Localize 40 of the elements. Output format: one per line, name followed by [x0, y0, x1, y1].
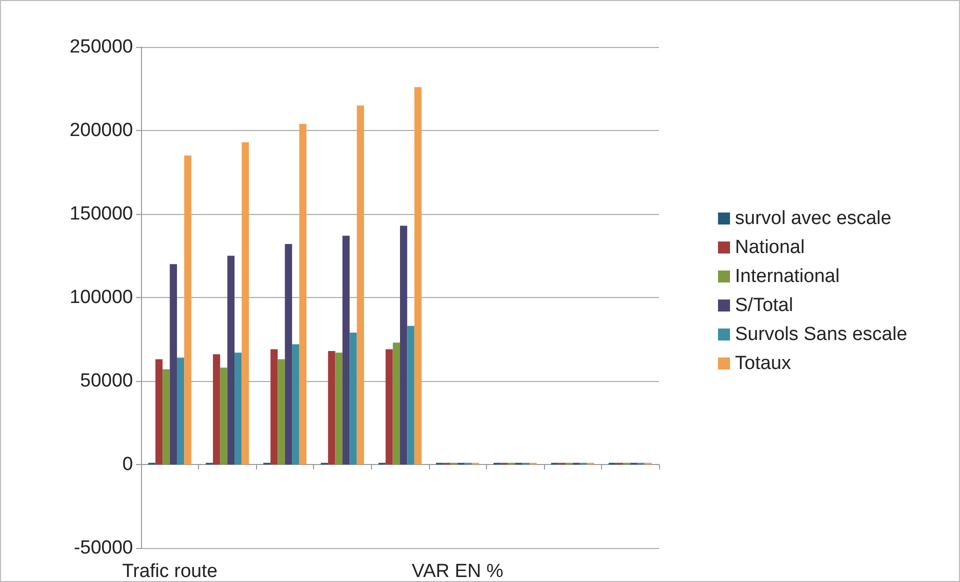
legend-label: S/Total: [735, 295, 794, 316]
y-tick-label: -50000: [74, 538, 133, 558]
y-tick-label: 250000: [70, 36, 133, 58]
legend-label: Survols Sans escale: [735, 324, 908, 345]
bar: [184, 156, 192, 464]
y-tick-label: 50000: [80, 370, 133, 392]
y-tick-label: 200000: [70, 120, 133, 141]
bar: [407, 326, 414, 464]
bar: [234, 352, 242, 464]
bar: [299, 124, 306, 464]
bar: [278, 359, 285, 464]
bar: [292, 344, 300, 464]
bar: [335, 352, 342, 464]
bar: [386, 349, 393, 464]
bar: [400, 226, 408, 464]
bar: [227, 256, 235, 464]
x-tick-label: VAR EN %: [412, 561, 504, 582]
x-tick-label: Trafic route: [122, 561, 218, 582]
bar: [270, 349, 278, 464]
bar: [342, 236, 350, 464]
bar: [284, 244, 292, 464]
legend-label: Totaux: [735, 353, 792, 374]
bar: [242, 142, 249, 464]
bar: [392, 342, 400, 464]
y-tick-label: 150000: [70, 204, 133, 224]
bar: [220, 368, 228, 464]
bar: [350, 332, 357, 464]
y-tick-label: 100000: [70, 287, 133, 308]
bar: [155, 359, 163, 464]
bar: [356, 105, 364, 464]
bar: [170, 264, 177, 464]
bar: [212, 354, 220, 464]
y-tick-label: 0: [122, 454, 133, 475]
bar: [162, 369, 170, 464]
bar: [414, 87, 422, 464]
bar: [328, 350, 336, 464]
legend-label: National: [735, 237, 805, 258]
legend-label: International: [735, 266, 840, 287]
legend-label: survol avec escale: [735, 208, 892, 229]
bar: [176, 358, 184, 464]
